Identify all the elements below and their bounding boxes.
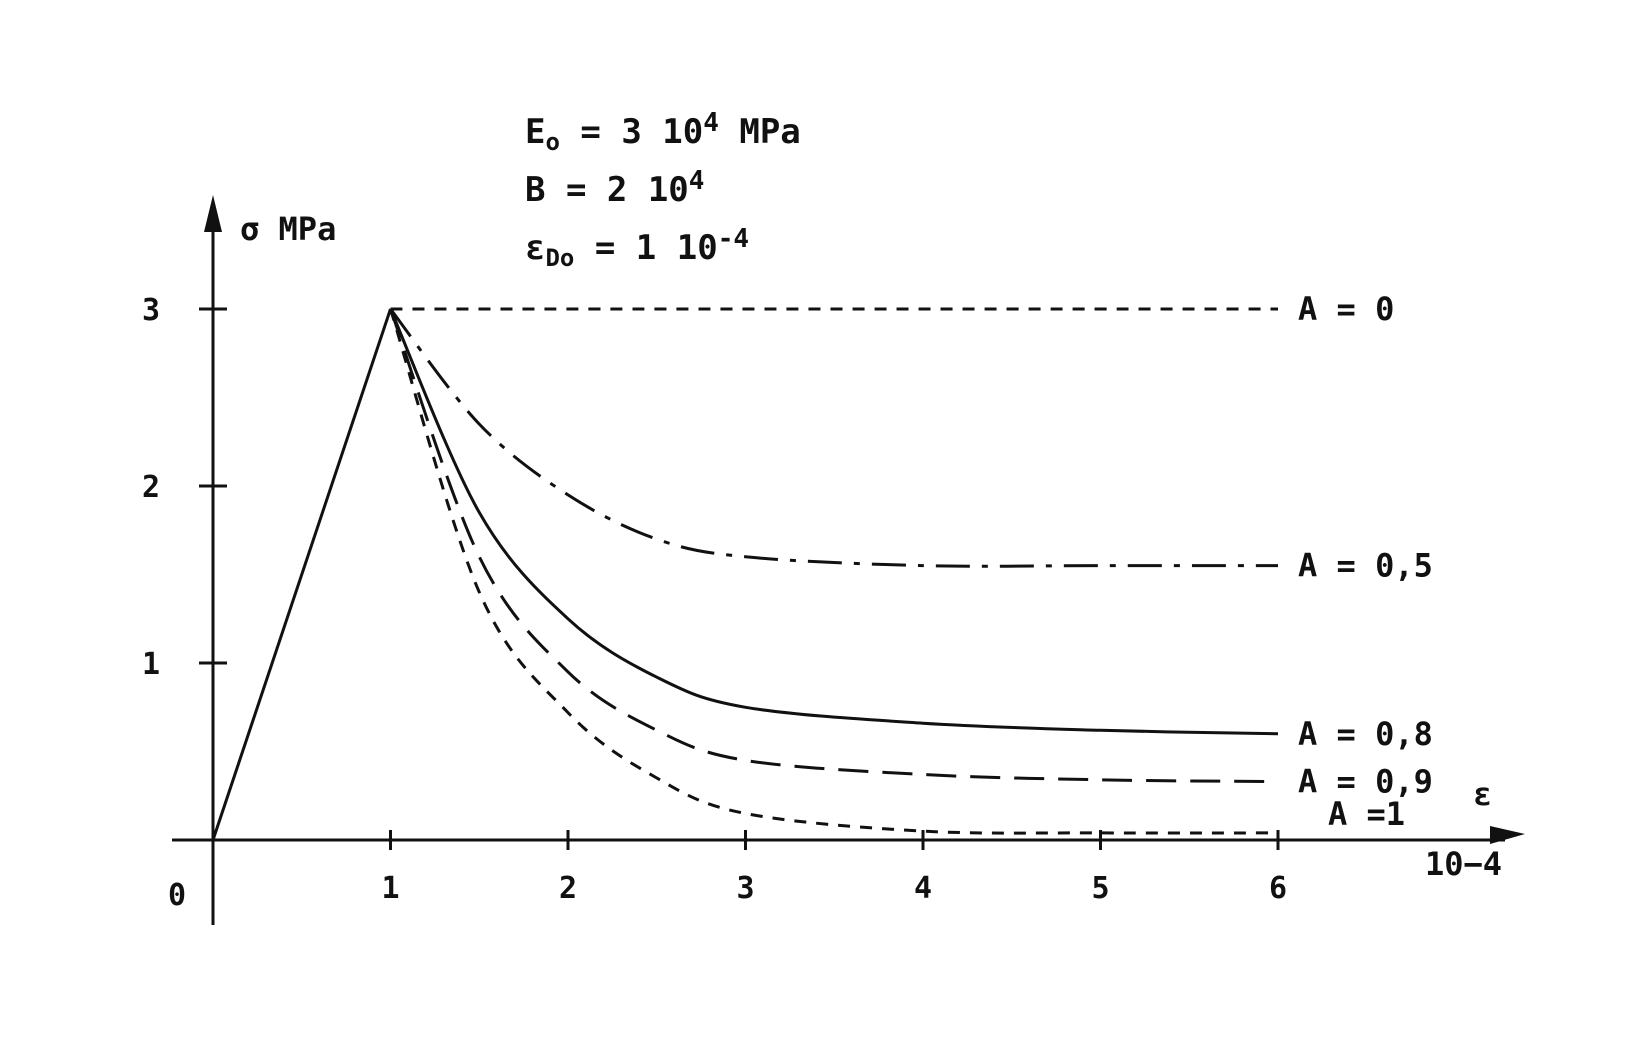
x-axis-label: ε — [1473, 775, 1492, 813]
x-axis-unit: 10−4 — [1425, 845, 1502, 883]
series-label: A = 0,5 — [1298, 547, 1433, 585]
series-line — [389, 308, 1278, 568]
series-line — [389, 308, 1279, 835]
loading-line — [211, 308, 392, 841]
x-tick-label: 4 — [914, 871, 932, 906]
parameter-line: B = 2 104 — [525, 166, 704, 210]
series-line — [389, 308, 1279, 736]
y-axis-arrow — [204, 195, 222, 232]
curves — [211, 307, 1279, 841]
y-tick-label: 2 — [142, 470, 160, 505]
parameter-line: εDo = 1 10-4 — [525, 224, 749, 272]
series-label: A =1 — [1328, 795, 1405, 833]
origin-label: 0 — [168, 878, 186, 913]
x-tick-label: 2 — [559, 871, 577, 906]
x-tick-label: 1 — [381, 871, 399, 906]
series-labels: A = 0 A = 0,5 A = 0,8 A = 0,9A =1 — [1298, 290, 1433, 833]
y-axis-label: σ MPa — [240, 210, 336, 248]
parameter-line: Eo = 3 104 MPa — [525, 108, 801, 156]
x-axis-arrow — [1490, 826, 1525, 844]
y-tick-label: 1 — [142, 647, 160, 682]
series-line — [389, 308, 1279, 784]
series-label: A = 0 — [1298, 290, 1394, 328]
x-tick-label: 6 — [1269, 871, 1287, 906]
ticks: 1 2 3 4 5 6 1 2 3 — [142, 293, 1287, 906]
series-label: A = 0,8 — [1298, 715, 1433, 753]
y-tick-label: 3 — [142, 293, 160, 328]
x-tick-label: 3 — [736, 871, 754, 906]
parameter-block: Eo = 3 104 MPa B = 2 104 εDo = 1 10-4 — [525, 108, 801, 272]
x-tick-label: 5 — [1091, 871, 1109, 906]
series-label: A = 0,9 — [1298, 763, 1433, 801]
